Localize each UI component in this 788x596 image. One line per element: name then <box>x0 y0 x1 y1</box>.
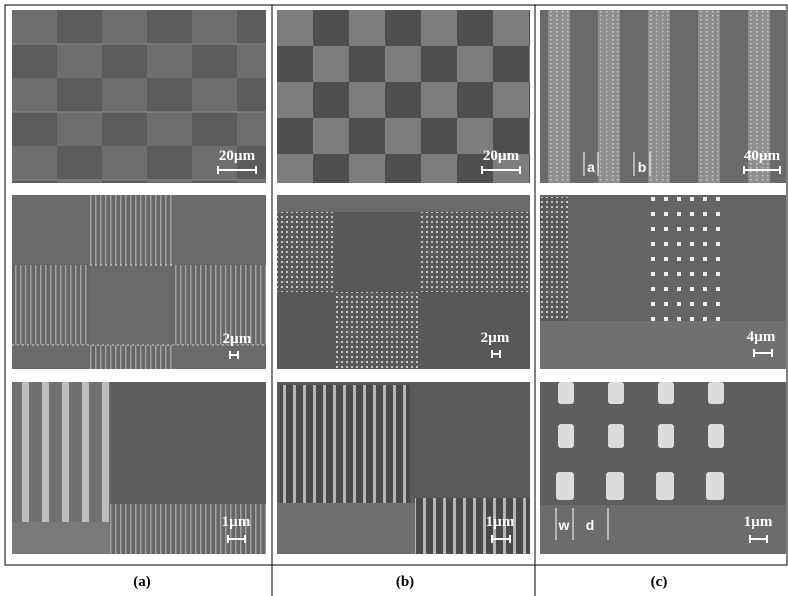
scale-label: 4µm <box>747 329 776 345</box>
annotation: a <box>587 159 595 175</box>
scale-label: 2µm <box>223 331 252 347</box>
annotation: w <box>558 517 570 533</box>
scale-label: 20µm <box>483 148 520 164</box>
scale-label: 40µm <box>744 148 781 164</box>
scale-label: 2µm <box>481 330 510 346</box>
scale-label: 20µm <box>219 148 256 164</box>
panel-label: (b) <box>396 574 414 590</box>
scale-label: 1µm <box>222 514 251 530</box>
annotation: d <box>586 517 595 533</box>
figure: 20µm 2µm 1µm 20µm 2µm 1µm 40µm 4µm 1µm a… <box>0 0 788 596</box>
annotation: b <box>638 159 647 175</box>
panel-label: (a) <box>133 574 151 590</box>
scale-label: 1µm <box>486 514 515 530</box>
scale-label: 1µm <box>744 514 773 530</box>
panel-label: (c) <box>651 574 668 590</box>
